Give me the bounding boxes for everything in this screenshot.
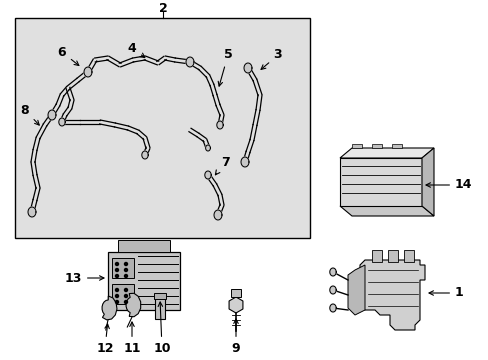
- Circle shape: [115, 262, 118, 266]
- Circle shape: [124, 262, 127, 266]
- Bar: [351, 144, 361, 148]
- Circle shape: [115, 294, 118, 297]
- Polygon shape: [28, 207, 36, 217]
- Polygon shape: [204, 171, 211, 179]
- Polygon shape: [59, 118, 65, 126]
- Text: 8: 8: [20, 104, 39, 125]
- Circle shape: [124, 288, 127, 292]
- Text: 1: 1: [428, 287, 463, 300]
- Bar: [108, 252, 180, 310]
- Circle shape: [124, 301, 127, 303]
- Polygon shape: [228, 297, 243, 313]
- Polygon shape: [102, 296, 117, 320]
- Polygon shape: [347, 265, 364, 315]
- Polygon shape: [339, 148, 433, 158]
- Circle shape: [115, 301, 118, 303]
- Text: 6: 6: [58, 45, 79, 66]
- Bar: [387, 250, 397, 262]
- Polygon shape: [339, 158, 421, 206]
- Polygon shape: [185, 57, 194, 67]
- Text: 3: 3: [261, 49, 282, 69]
- Polygon shape: [329, 304, 336, 312]
- Bar: [391, 144, 401, 148]
- Text: 14: 14: [425, 179, 471, 192]
- Text: 4: 4: [127, 41, 144, 58]
- Text: 10: 10: [153, 302, 170, 355]
- Polygon shape: [241, 157, 248, 167]
- Text: 12: 12: [96, 324, 114, 355]
- Text: 7: 7: [215, 156, 229, 175]
- Text: 13: 13: [64, 271, 104, 284]
- Circle shape: [124, 274, 127, 278]
- Polygon shape: [205, 145, 210, 151]
- Polygon shape: [214, 210, 222, 220]
- Bar: [112, 284, 134, 304]
- Bar: [155, 297, 164, 319]
- Bar: [371, 250, 381, 262]
- Bar: [112, 258, 134, 278]
- Circle shape: [124, 294, 127, 297]
- Text: 9: 9: [231, 319, 240, 355]
- Circle shape: [115, 269, 118, 271]
- Polygon shape: [84, 67, 92, 77]
- Text: 2: 2: [158, 1, 167, 14]
- Polygon shape: [339, 206, 433, 216]
- Bar: [118, 240, 170, 252]
- Polygon shape: [421, 148, 433, 216]
- Text: 11: 11: [123, 322, 141, 355]
- Circle shape: [115, 274, 118, 278]
- Polygon shape: [48, 110, 56, 120]
- Circle shape: [124, 269, 127, 271]
- Bar: [403, 250, 413, 262]
- Polygon shape: [142, 151, 148, 159]
- Bar: [154, 293, 165, 299]
- Text: 5: 5: [218, 49, 232, 86]
- Polygon shape: [216, 121, 223, 129]
- Polygon shape: [126, 293, 141, 317]
- Polygon shape: [329, 268, 336, 276]
- Polygon shape: [329, 286, 336, 294]
- Bar: [15, 18, 309, 238]
- Bar: [230, 289, 241, 297]
- Circle shape: [115, 288, 118, 292]
- Bar: [371, 144, 381, 148]
- Polygon shape: [359, 260, 424, 330]
- Polygon shape: [244, 63, 251, 73]
